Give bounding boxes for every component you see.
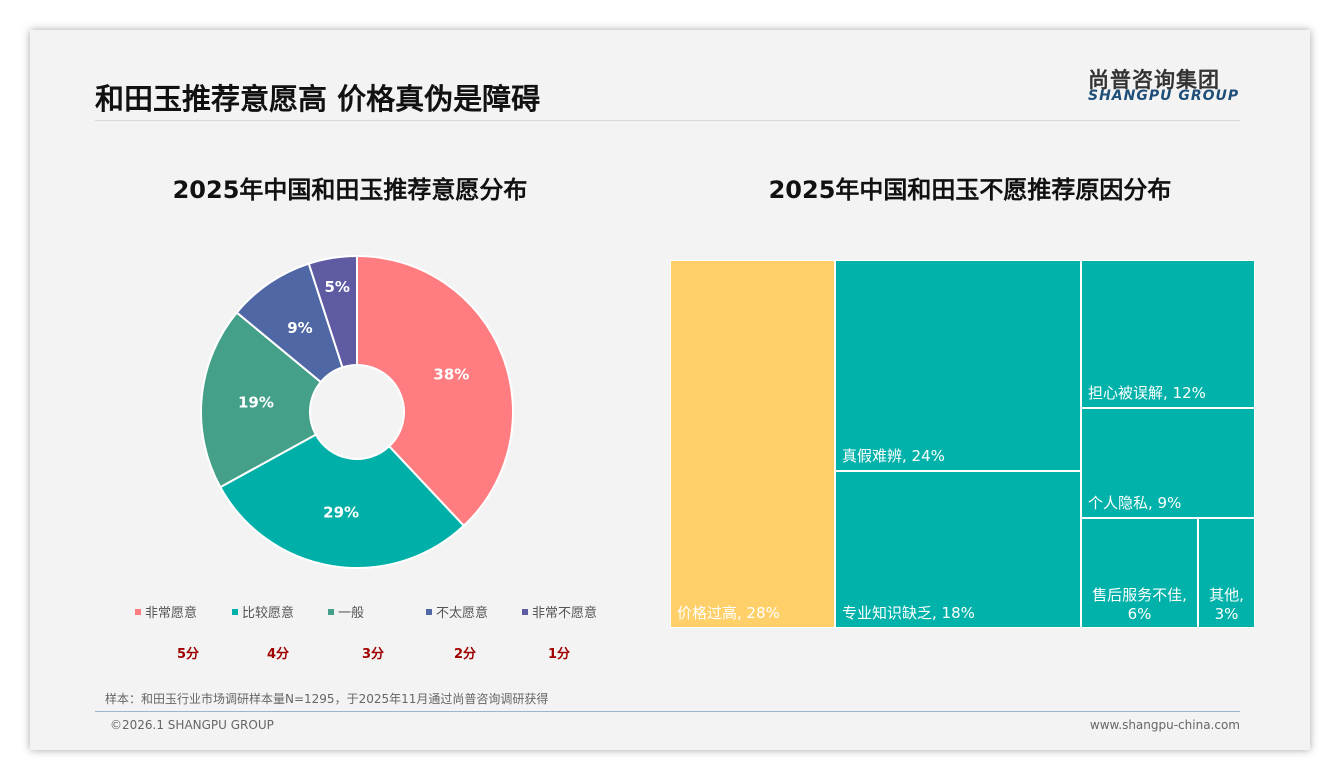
divider xyxy=(95,120,1240,121)
donut-slice-4 xyxy=(307,254,358,369)
donut-label: 5% xyxy=(324,278,349,296)
donut-label: 29% xyxy=(323,503,359,521)
donut-slice-2 xyxy=(200,311,323,489)
treemap-cell: 售后服务不佳, 6% xyxy=(1081,518,1198,628)
treemap-cell: 其他, 3% xyxy=(1198,518,1255,628)
donut-slice-0 xyxy=(356,254,514,528)
score-label: 3分 xyxy=(362,647,385,662)
donut-slice-1 xyxy=(218,433,466,569)
treemap-cell: 个人隐私, 9% xyxy=(1081,408,1255,518)
treemap-cell: 担心被误解, 12% xyxy=(1081,260,1255,408)
legend-item: 非常不愿意 xyxy=(522,602,597,621)
score-label: 4分 xyxy=(267,647,290,662)
legend-swatch xyxy=(232,608,238,615)
legend-item: 非常愿意 xyxy=(135,602,197,621)
treemap-cell: 真假难辨, 24% xyxy=(835,260,1081,471)
treemap-chart: 价格过高, 28% 真假难辨, 24% 专业知识缺乏, 18% 担心被误解, 12% 个… xyxy=(670,260,1255,628)
legend-swatch xyxy=(522,608,528,615)
donut-title: 2025年中国和田玉推荐意愿分布 xyxy=(172,176,528,204)
donut-label: 38% xyxy=(433,366,469,384)
legend-label: 不太愿意 xyxy=(436,606,489,621)
legend-swatch xyxy=(135,608,141,615)
donut-label: 9% xyxy=(287,319,312,337)
copyright: ©2026.1 SHANGPU GROUP xyxy=(110,718,274,732)
donut-label: 19% xyxy=(238,393,274,411)
score-label: 5分 xyxy=(177,647,200,662)
legend-item: 比较愿意 xyxy=(232,602,294,621)
legend-item: 一般 xyxy=(328,602,364,621)
treemap-title: 2025年中国和田玉不愿推荐原因分布 xyxy=(768,176,1172,204)
score-label: 1分 xyxy=(548,647,571,662)
legend-swatch xyxy=(426,608,432,615)
logo-en: SHANGPU GROUP xyxy=(1088,88,1240,104)
footer-divider xyxy=(95,711,1240,712)
website-url: www.shangpu-china.com xyxy=(1089,718,1240,732)
sample-note: 样本：和田玉行业市场调研样本量N=1295，于2025年11月通过尚普咨询调研获… xyxy=(105,692,549,706)
legend-item: 不太愿意 xyxy=(426,602,488,621)
treemap-cell: 价格过高, 28% xyxy=(670,260,835,628)
legend-label: 比较愿意 xyxy=(242,606,295,621)
treemap-cell: 专业知识缺乏, 18% xyxy=(835,471,1081,628)
logo-cn: 尚普咨询集团 xyxy=(1088,68,1220,92)
slide: 和田玉推荐意愿高 价格真伪是障碍 尚普咨询集团 SHANGPU GROUP 20… xyxy=(30,30,1310,750)
page-title: 和田玉推荐意愿高 价格真伪是障碍 xyxy=(95,82,541,116)
score-label: 2分 xyxy=(454,647,477,662)
legend-label: 非常不愿意 xyxy=(532,606,598,621)
legend-label: 一般 xyxy=(338,606,365,621)
donut-chart: 38% 29% 19% 9% 5% xyxy=(200,254,514,569)
legend-swatch xyxy=(328,608,334,615)
legend-label: 非常愿意 xyxy=(145,606,198,621)
